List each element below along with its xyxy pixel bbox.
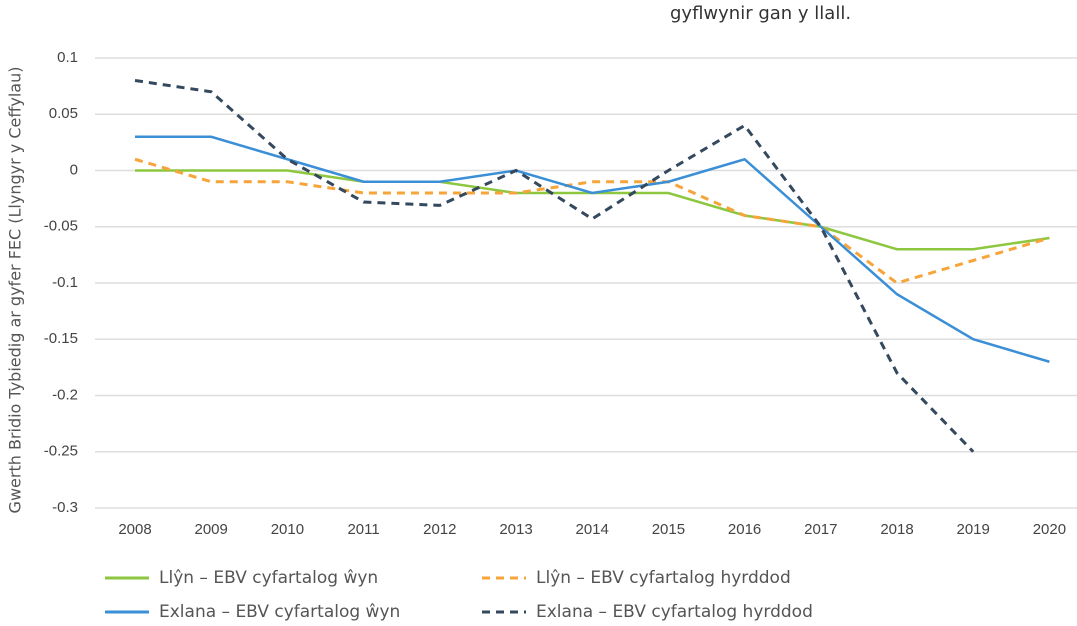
y-tick-label: -0.15 bbox=[44, 330, 78, 347]
x-tick-label: 2018 bbox=[880, 521, 913, 538]
y-tick-label: 0 bbox=[70, 161, 78, 178]
x-tick-label: 2019 bbox=[957, 521, 990, 538]
x-tick-label: 2011 bbox=[347, 521, 379, 538]
x-tick-label: 2012 bbox=[423, 521, 456, 538]
x-tick-label: 2009 bbox=[195, 521, 228, 538]
x-tick-label: 2017 bbox=[804, 521, 837, 538]
legend-label: Llŷn – EBV cyfartalog ŵyn bbox=[159, 568, 378, 588]
x-tick-label: 2016 bbox=[728, 521, 761, 538]
y-tick-label: -0.1 bbox=[52, 274, 78, 291]
series-line bbox=[134, 79, 975, 453]
x-tick-label: 2014 bbox=[576, 521, 609, 538]
x-tick-label: 2010 bbox=[271, 521, 304, 538]
legend-label: Llŷn – EBV cyfartalog hyrddod bbox=[536, 568, 791, 588]
y-tick-label: -0.3 bbox=[52, 499, 78, 516]
x-tick-label: 2020 bbox=[1033, 521, 1066, 538]
series-line bbox=[134, 157, 1050, 285]
y-tick-label: -0.25 bbox=[44, 443, 78, 460]
y-tick-label: -0.05 bbox=[44, 218, 78, 235]
y-tick-label: 0.1 bbox=[57, 49, 78, 66]
series-line bbox=[135, 135, 1050, 363]
legend-label: Exlana – EBV cyfartalog ŵyn bbox=[159, 602, 400, 622]
y-tick-label: 0.05 bbox=[49, 105, 78, 122]
legend-label: Exlana – EBV cyfartalog hyrddod bbox=[536, 602, 813, 622]
y-tick-label: -0.2 bbox=[52, 386, 78, 403]
y-axis-label: Gwerth Bridio Tybiedig ar gyfer FEC (Lly… bbox=[6, 67, 25, 514]
x-tick-label: 2013 bbox=[499, 521, 532, 538]
chart-subtitle: gyflwynir gan y llall. bbox=[670, 3, 851, 24]
x-tick-label: 2008 bbox=[118, 521, 151, 538]
x-tick-label: 2015 bbox=[652, 521, 685, 538]
